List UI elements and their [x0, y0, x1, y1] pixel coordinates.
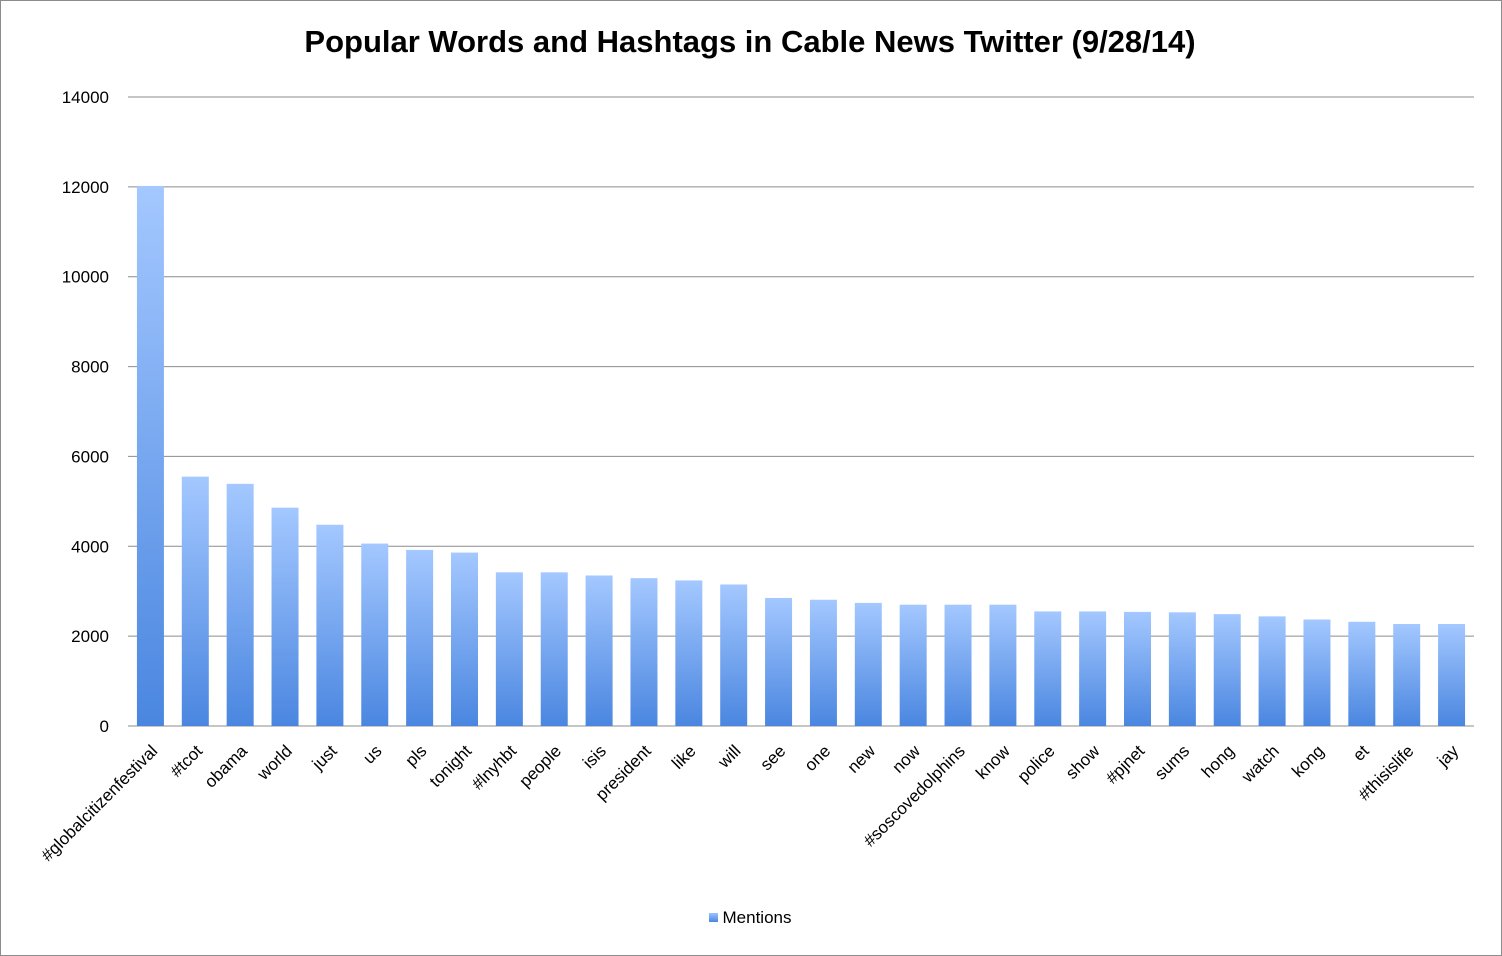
bars [136, 185, 1466, 727]
bar [1393, 624, 1421, 726]
bar [1213, 614, 1241, 726]
x-tick-label: isis [579, 741, 610, 772]
x-tick-label: tonight [426, 741, 476, 791]
y-tick-label: 2000 [71, 627, 109, 646]
bar [854, 602, 882, 726]
x-tick-label: new [844, 741, 880, 777]
legend: Mentions [0, 908, 1500, 928]
y-tick-label: 4000 [71, 537, 109, 556]
x-tick-label: world [253, 741, 296, 784]
x-tick-label: #globalcitizenfestival [38, 741, 162, 865]
y-tick-label: 14000 [62, 88, 109, 107]
bar [720, 584, 748, 726]
x-tick-label: just [308, 741, 341, 774]
bar [675, 580, 703, 726]
y-axis: 0 2000 4000 6000 8000 10000 12000 14000 [62, 88, 109, 736]
bar [495, 572, 523, 726]
bar [989, 604, 1017, 726]
gridlines [128, 96, 1474, 727]
bar [1034, 611, 1062, 726]
bar [765, 597, 793, 726]
x-tick-label: show [1062, 741, 1104, 783]
chart-title: Popular Words and Hashtags in Cable News… [304, 24, 1196, 59]
bar [1168, 612, 1196, 726]
x-tick-label: et [1349, 741, 1373, 765]
y-tick-label: 6000 [71, 447, 109, 466]
bar [1079, 611, 1107, 726]
bar [271, 507, 299, 726]
x-tick-label: know [972, 741, 1014, 783]
x-tick-label: now [889, 741, 925, 777]
bar [361, 543, 389, 726]
bar [809, 599, 837, 726]
bar [406, 549, 434, 726]
bar [585, 575, 613, 726]
x-tick-label: jay [1433, 741, 1463, 771]
bar [630, 578, 658, 726]
x-tick-label: pls [402, 741, 431, 770]
x-tick-label: like [668, 741, 699, 772]
x-tick-label: #tcot [167, 741, 207, 781]
bar [540, 572, 568, 726]
bar [451, 552, 478, 726]
bar [226, 483, 254, 726]
x-tick-label: one [801, 741, 834, 774]
y-tick-label: 10000 [62, 268, 109, 287]
x-tick-label: obama [201, 741, 252, 792]
bar [136, 185, 164, 727]
bar [1348, 621, 1376, 726]
y-tick-label: 12000 [62, 178, 109, 197]
legend-swatch [708, 913, 718, 922]
bar [1258, 616, 1286, 726]
x-tick-label: kong [1288, 741, 1328, 781]
bar [1303, 619, 1331, 726]
y-tick-label: 0 [100, 717, 109, 736]
bar [944, 604, 972, 726]
x-tick-label: hong [1198, 741, 1238, 781]
bar [1438, 624, 1466, 726]
x-tick-label: people [516, 741, 566, 791]
x-tick-label: #pjnet [1102, 741, 1148, 787]
legend-label: Mentions [722, 908, 792, 927]
x-tick-label: see [757, 741, 790, 774]
x-tick-label: police [1014, 741, 1059, 786]
bar [316, 524, 344, 726]
x-tick-label: #lnyhbt [468, 741, 520, 793]
x-tick-label: watch [1237, 741, 1283, 787]
y-tick-label: 8000 [71, 358, 109, 377]
bar [181, 476, 209, 726]
x-tick-label: sums [1151, 741, 1193, 783]
bar [1124, 611, 1151, 726]
x-tick-label: us [359, 741, 385, 767]
x-tick-label: will [714, 741, 745, 772]
bar [899, 604, 927, 726]
